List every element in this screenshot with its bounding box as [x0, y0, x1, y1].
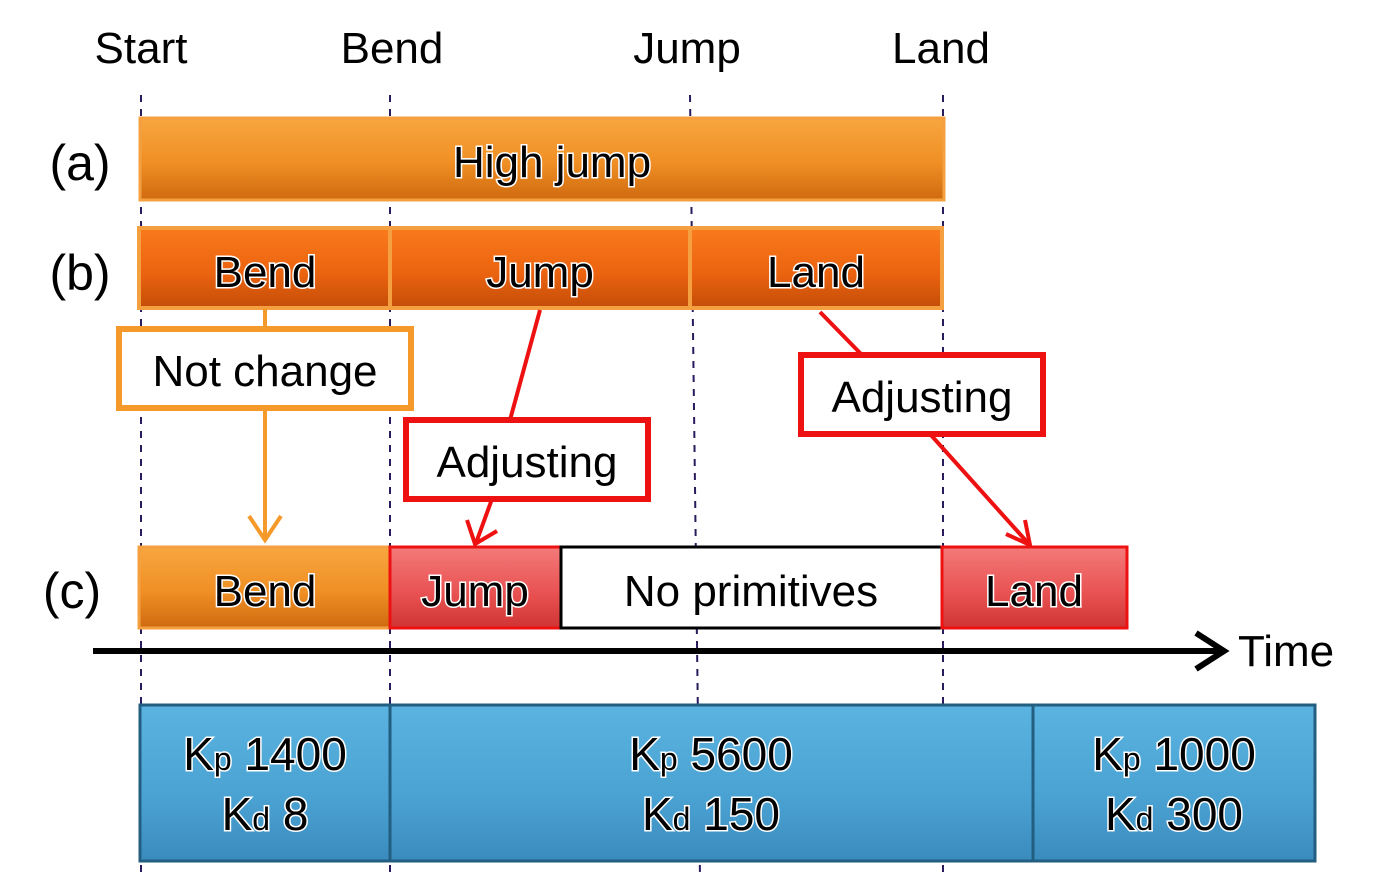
- gain-cell-2-kd: Kd 150: [642, 788, 780, 840]
- gain-cell-3-kd: Kd 300: [1105, 788, 1243, 840]
- adjusting-jump-line-top: [508, 309, 542, 421]
- row-c-label-jump: Jump: [421, 567, 529, 616]
- gain-table-frame: [138, 703, 1317, 863]
- connector-adjusting-land: Adjusting: [798, 310, 1046, 549]
- row-c-segment-bend: [137, 545, 392, 630]
- phase-label-start: Start: [95, 24, 188, 73]
- row-c-segment-jump: [388, 545, 563, 630]
- not-change-box: [116, 326, 414, 411]
- adjusting-land-line-top: [818, 310, 864, 357]
- high-jump-bar: [138, 116, 946, 202]
- row-b-segment-land: [688, 226, 944, 310]
- row-a-bar: High jump: [138, 116, 946, 202]
- adjusting-jump-box: [403, 417, 651, 502]
- adjusting-land-label: Adjusting: [831, 373, 1012, 422]
- not-change-label: Not change: [152, 347, 377, 396]
- gain-cell-2-kp: Kp 5600: [629, 728, 793, 780]
- gain-cell-1-kp: Kp 1400: [183, 728, 347, 780]
- adjusting-jump-arrow-head: [465, 519, 499, 547]
- not-change-arrow-head: [247, 514, 283, 544]
- gain-table: Kp 1400 Kd 8 Kp 5600 Kd 150 Kp 1000 Kd 3…: [138, 703, 1317, 863]
- adjusting-jump-line-bottom: [474, 498, 494, 544]
- row-b-bar: Bend Jump Land: [137, 226, 944, 310]
- row-b-label-jump: Jump: [486, 248, 594, 297]
- row-b-label-bend: Bend: [214, 248, 317, 297]
- row-c-segment-land: [940, 545, 1129, 630]
- adjusting-jump-label: Adjusting: [436, 438, 617, 487]
- time-axis: Time: [93, 627, 1334, 676]
- row-c-segment-no-primitives: [559, 545, 944, 630]
- row-c-label-land: Land: [985, 567, 1083, 616]
- adjusting-land-box: [798, 352, 1046, 437]
- phase-label-land: Land: [892, 24, 990, 73]
- connector-not-change: Not change: [116, 308, 414, 544]
- gain-cell-1-kd: Kd 8: [222, 788, 309, 840]
- high-jump-label: High jump: [453, 138, 651, 187]
- row-label-b: (b): [49, 245, 110, 301]
- boundary-jump-line: [689, 94, 701, 878]
- row-b-label-land: Land: [767, 248, 865, 297]
- gain-cell-3-kp: Kp 1000: [1092, 728, 1256, 780]
- time-axis-arrow-head: [1194, 630, 1230, 672]
- row-label-c: (c): [43, 563, 101, 619]
- adjusting-land-line-bottom: [928, 432, 1030, 545]
- phase-labels: Start Bend Jump Land: [95, 24, 990, 73]
- connector-adjusting-jump: Adjusting: [403, 309, 651, 547]
- row-c-label-no-primitives: No primitives: [624, 567, 878, 616]
- row-c-label-bend: Bend: [214, 567, 317, 616]
- row-c-bar: Bend Jump No primitives Land: [137, 545, 1129, 630]
- time-axis-label: Time: [1238, 627, 1334, 676]
- phase-label-bend: Bend: [341, 24, 444, 73]
- phase-label-jump: Jump: [633, 24, 741, 73]
- row-label-a: (a): [49, 135, 110, 191]
- phase-boundaries: [140, 94, 944, 878]
- adjusting-land-arrow-head: [1005, 519, 1033, 549]
